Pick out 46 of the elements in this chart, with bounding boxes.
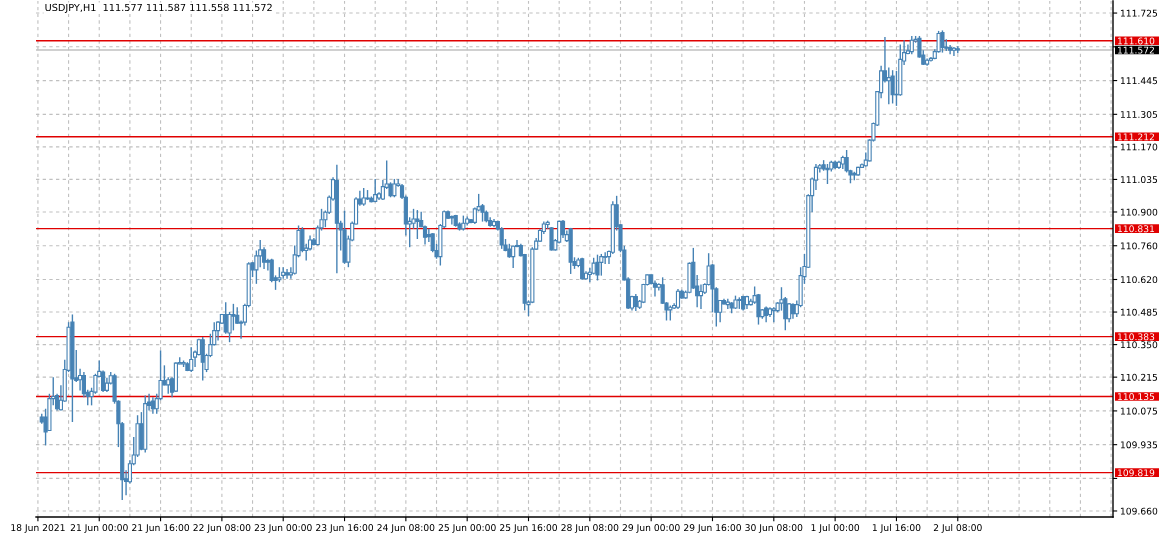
x-tick-label: 28 Jun 08:00 [561, 524, 619, 533]
y-tick-label: 109.935 [1120, 441, 1158, 449]
y-tick-label: 110.485 [1120, 308, 1158, 316]
y-tick-label: 111.725 [1120, 9, 1158, 17]
y-tick-label: 109.660 [1120, 507, 1158, 515]
x-tick-label: 25 Jun 16:00 [500, 524, 558, 533]
x-tick-label: 29 Jun 16:00 [684, 524, 741, 533]
x-tick-label: 30 Jun 08:00 [745, 524, 803, 533]
ref-line-label: 110.383 [1118, 333, 1155, 341]
y-tick-label: 110.620 [1120, 276, 1158, 284]
ref-line-label: 111.572 [1118, 46, 1154, 54]
x-tick-label: 25 Jun 00:00 [438, 524, 496, 533]
candlestick [392, 178, 397, 198]
x-tick-label: 21 Jun 16:00 [132, 524, 190, 533]
x-tick-label: 23 Jun 16:00 [316, 524, 374, 533]
candlestick [595, 253, 600, 282]
x-tick-label: 2 Jul 08:00 [933, 523, 982, 533]
y-tick-label: 110.350 [1120, 341, 1158, 349]
y-tick-label: 111.445 [1120, 77, 1158, 85]
ref-line-label: 110.831 [1118, 225, 1155, 233]
candlestick [449, 214, 454, 226]
candlestick [511, 244, 516, 269]
y-tick-label: 111.170 [1120, 143, 1158, 151]
candlestick [599, 253, 604, 277]
y-tick-label: 111.305 [1120, 111, 1158, 118]
x-tick-label: 23 Jun 00:00 [254, 524, 312, 533]
x-tick-label: 18 Jun 2021 [11, 524, 65, 533]
candlestick [890, 69, 895, 105]
candlestick [560, 219, 566, 239]
chart-title: USDJPY,H1 111.577 111.587 111.558 111.572 [45, 3, 272, 13]
y-tick-label: 110.760 [1120, 242, 1158, 250]
y-tick-label: 111.035 [1120, 176, 1158, 184]
x-tick-label: 1 Jul 16:00 [872, 523, 921, 533]
ref-line-label: 111.610 [1118, 37, 1155, 45]
x-tick-label: 1 Jul 00:00 [811, 523, 860, 533]
x-tick-label: 24 Jun 08:00 [377, 524, 435, 533]
y-tick-label: 110.075 [1120, 407, 1158, 415]
ref-line-label: 111.212 [1118, 133, 1154, 141]
ref-line-label: 110.135 [1118, 393, 1155, 401]
x-tick-label: 29 Jun 00:00 [622, 524, 680, 533]
y-tick-label: 110.215 [1120, 373, 1158, 381]
ref-line-label: 109.819 [1118, 469, 1155, 477]
x-tick-label: 21 Jun 00:00 [70, 524, 128, 533]
candlestick [422, 224, 428, 246]
y-tick-label: 110.900 [1120, 208, 1158, 216]
x-tick-label: 22 Jun 08:00 [193, 524, 251, 533]
